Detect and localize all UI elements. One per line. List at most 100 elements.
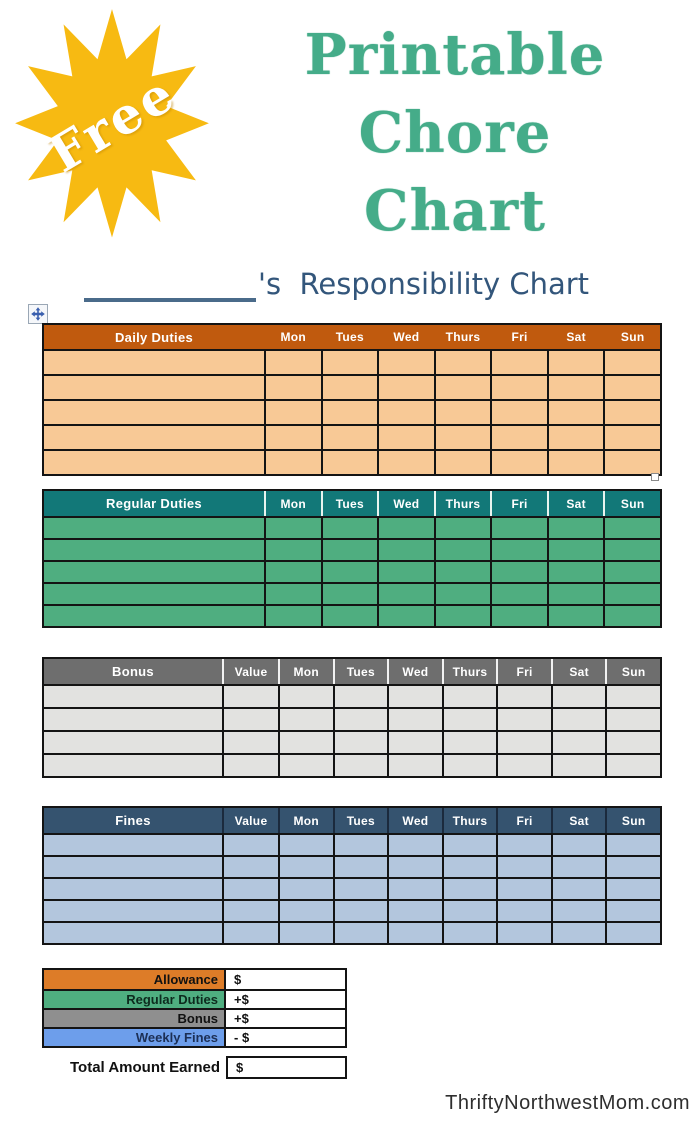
empty-chore-cell[interactable] [44, 707, 222, 730]
empty-chore-cell[interactable] [387, 753, 442, 776]
empty-chore-cell[interactable] [44, 684, 222, 707]
empty-chore-cell[interactable] [605, 730, 660, 753]
empty-chore-cell[interactable] [320, 424, 378, 449]
empty-chore-cell[interactable] [433, 449, 491, 474]
empty-chore-cell[interactable] [44, 349, 264, 374]
empty-chore-cell[interactable] [44, 899, 222, 921]
empty-chore-cell[interactable] [433, 374, 491, 399]
empty-chore-cell[interactable] [377, 424, 434, 449]
empty-chore-cell[interactable] [550, 899, 606, 921]
empty-chore-cell[interactable] [278, 753, 333, 776]
empty-chore-cell[interactable] [377, 349, 434, 374]
empty-chore-cell[interactable] [605, 684, 660, 707]
empty-chore-cell[interactable] [264, 449, 321, 474]
empty-chore-cell[interactable] [603, 560, 660, 582]
empty-chore-cell[interactable] [332, 753, 388, 776]
empty-chore-cell[interactable] [387, 921, 442, 943]
empty-chore-cell[interactable] [377, 516, 434, 538]
empty-chore-cell[interactable] [278, 877, 333, 899]
empty-chore-cell[interactable] [496, 877, 551, 899]
empty-chore-cell[interactable] [496, 855, 551, 877]
empty-chore-cell[interactable] [377, 604, 434, 626]
empty-chore-cell[interactable] [605, 707, 660, 730]
table-resize-handle[interactable] [651, 473, 659, 481]
empty-chore-cell[interactable] [550, 684, 606, 707]
empty-chore-cell[interactable] [387, 877, 442, 899]
empty-chore-cell[interactable] [605, 855, 660, 877]
empty-chore-cell[interactable] [603, 449, 660, 474]
empty-chore-cell[interactable] [550, 753, 606, 776]
empty-chore-cell[interactable] [377, 538, 434, 560]
empty-chore-cell[interactable] [377, 560, 434, 582]
empty-chore-cell[interactable] [546, 604, 604, 626]
empty-chore-cell[interactable] [222, 684, 278, 707]
empty-chore-cell[interactable] [222, 877, 278, 899]
empty-chore-cell[interactable] [546, 399, 604, 424]
table-move-handle[interactable] [28, 304, 48, 324]
empty-chore-cell[interactable] [264, 560, 321, 582]
empty-chore-cell[interactable] [387, 833, 442, 855]
summary-value-cell[interactable]: $ [224, 970, 345, 989]
empty-chore-cell[interactable] [44, 753, 222, 776]
empty-chore-cell[interactable] [490, 560, 547, 582]
empty-chore-cell[interactable] [332, 833, 388, 855]
empty-chore-cell[interactable] [278, 921, 333, 943]
empty-chore-cell[interactable] [496, 684, 551, 707]
summary-value-cell[interactable]: +$ [224, 1008, 345, 1027]
empty-chore-cell[interactable] [490, 449, 547, 474]
empty-chore-cell[interactable] [441, 833, 497, 855]
empty-chore-cell[interactable] [44, 730, 222, 753]
empty-chore-cell[interactable] [433, 538, 491, 560]
empty-chore-cell[interactable] [433, 399, 491, 424]
empty-chore-cell[interactable] [490, 516, 547, 538]
empty-chore-cell[interactable] [332, 707, 388, 730]
empty-chore-cell[interactable] [433, 516, 491, 538]
empty-chore-cell[interactable] [605, 921, 660, 943]
empty-chore-cell[interactable] [546, 516, 604, 538]
empty-chore-cell[interactable] [603, 516, 660, 538]
empty-chore-cell[interactable] [433, 424, 491, 449]
summary-value-cell[interactable]: - $ [224, 1027, 345, 1046]
empty-chore-cell[interactable] [605, 753, 660, 776]
empty-chore-cell[interactable] [264, 349, 321, 374]
empty-chore-cell[interactable] [387, 899, 442, 921]
empty-chore-cell[interactable] [44, 516, 264, 538]
empty-chore-cell[interactable] [496, 753, 551, 776]
empty-chore-cell[interactable] [550, 707, 606, 730]
empty-chore-cell[interactable] [44, 399, 264, 424]
empty-chore-cell[interactable] [441, 855, 497, 877]
empty-chore-cell[interactable] [44, 833, 222, 855]
empty-chore-cell[interactable] [44, 560, 264, 582]
empty-chore-cell[interactable] [546, 424, 604, 449]
empty-chore-cell[interactable] [490, 374, 547, 399]
empty-chore-cell[interactable] [550, 855, 606, 877]
empty-chore-cell[interactable] [490, 424, 547, 449]
empty-chore-cell[interactable] [222, 833, 278, 855]
empty-chore-cell[interactable] [441, 921, 497, 943]
empty-chore-cell[interactable] [332, 730, 388, 753]
empty-chore-cell[interactable] [44, 877, 222, 899]
empty-chore-cell[interactable] [441, 753, 497, 776]
empty-chore-cell[interactable] [490, 582, 547, 604]
empty-chore-cell[interactable] [377, 399, 434, 424]
empty-chore-cell[interactable] [222, 899, 278, 921]
empty-chore-cell[interactable] [264, 582, 321, 604]
empty-chore-cell[interactable] [441, 707, 497, 730]
empty-chore-cell[interactable] [332, 684, 388, 707]
empty-chore-cell[interactable] [433, 604, 491, 626]
empty-chore-cell[interactable] [264, 399, 321, 424]
empty-chore-cell[interactable] [320, 560, 378, 582]
empty-chore-cell[interactable] [278, 899, 333, 921]
empty-chore-cell[interactable] [490, 538, 547, 560]
empty-chore-cell[interactable] [332, 855, 388, 877]
empty-chore-cell[interactable] [44, 855, 222, 877]
empty-chore-cell[interactable] [550, 877, 606, 899]
empty-chore-cell[interactable] [264, 424, 321, 449]
empty-chore-cell[interactable] [332, 899, 388, 921]
empty-chore-cell[interactable] [387, 730, 442, 753]
empty-chore-cell[interactable] [441, 899, 497, 921]
empty-chore-cell[interactable] [546, 374, 604, 399]
empty-chore-cell[interactable] [490, 399, 547, 424]
empty-chore-cell[interactable] [387, 684, 442, 707]
empty-chore-cell[interactable] [605, 899, 660, 921]
